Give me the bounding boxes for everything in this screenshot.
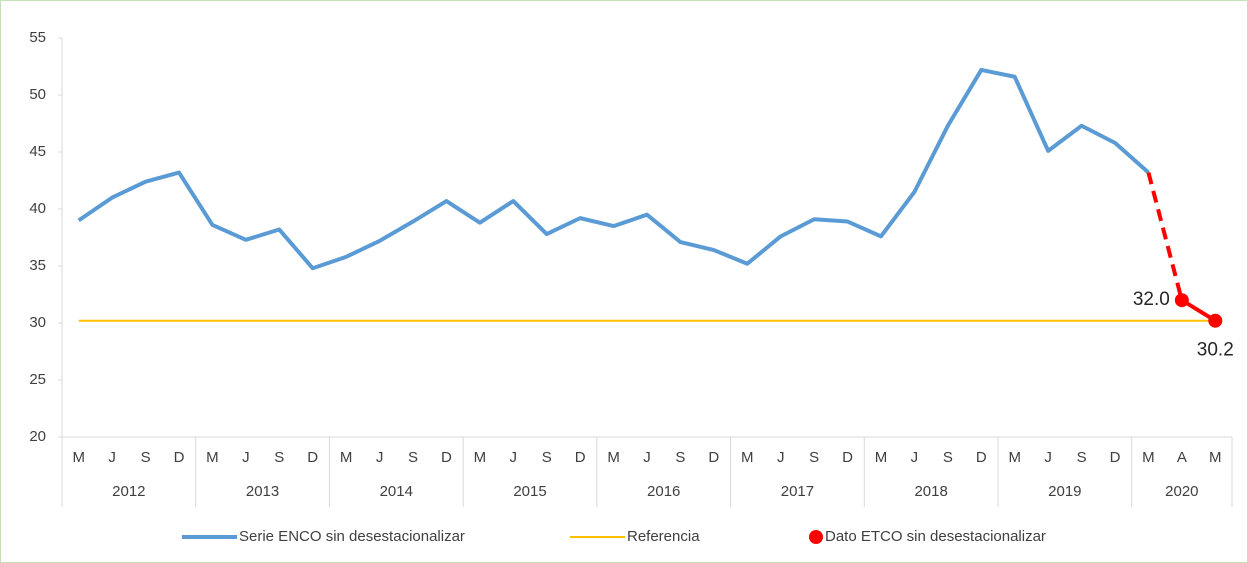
x-tick-label: J: [643, 449, 651, 466]
x-tick-label: M: [741, 449, 754, 466]
x-tick-label: M: [72, 449, 85, 466]
y-tick-label: 55: [29, 29, 46, 46]
legend-label: Referencia: [627, 528, 700, 545]
x-tick-label: S: [1077, 449, 1087, 466]
x-tick-label: S: [141, 449, 151, 466]
x-tick-label: J: [911, 449, 919, 466]
x-tick-label: D: [976, 449, 987, 466]
x-group-label: 2019: [1048, 483, 1081, 500]
x-tick-label: M: [206, 449, 219, 466]
x-group-label: 2015: [513, 483, 546, 500]
x-tick-label: M: [1142, 449, 1155, 466]
x-tick-label: D: [842, 449, 853, 466]
x-tick-label: D: [1110, 449, 1121, 466]
x-group-label: 2014: [380, 483, 413, 500]
x-tick-label: S: [542, 449, 552, 466]
y-tick-label: 50: [29, 86, 46, 103]
legend-label: Dato ETCO sin desestacionalizar: [825, 528, 1046, 545]
legend-label: Serie ENCO sin desestacionalizar: [239, 528, 465, 545]
y-tick-label: 30: [29, 314, 46, 331]
x-tick-label: M: [340, 449, 353, 466]
connector-line: [1146, 172, 1184, 301]
data-point: [1174, 293, 1189, 308]
x-tick-label: J: [1044, 449, 1052, 466]
x-tick-label: D: [174, 449, 185, 466]
x-tick-label: J: [777, 449, 785, 466]
x-tick-label: S: [274, 449, 284, 466]
y-tick-label: 40: [29, 200, 46, 217]
y-tick-label: 20: [29, 428, 46, 445]
x-tick-label: S: [809, 449, 819, 466]
data-label: 30.2: [1197, 340, 1234, 361]
x-tick-label: M: [1209, 449, 1222, 466]
legend-marker: [809, 530, 823, 544]
x-tick-label: S: [408, 449, 418, 466]
x-tick-label: S: [675, 449, 685, 466]
y-tick-label: 35: [29, 257, 46, 274]
x-tick-label: D: [441, 449, 452, 466]
x-group-label: 2018: [914, 483, 947, 500]
x-tick-label: M: [607, 449, 620, 466]
x-group-label: 2013: [246, 483, 279, 500]
x-tick-label: J: [376, 449, 384, 466]
x-tick-label: J: [108, 449, 116, 466]
x-tick-label: S: [943, 449, 953, 466]
x-group-label: 2016: [647, 483, 680, 500]
x-tick-label: M: [474, 449, 487, 466]
x-tick-label: D: [575, 449, 586, 466]
x-tick-label: D: [307, 449, 318, 466]
y-tick-label: 25: [29, 371, 46, 388]
x-group-label: 2017: [781, 483, 814, 500]
series-line: [77, 67, 1150, 271]
data-label: 32.0: [1133, 289, 1170, 310]
x-group-label: 2020: [1165, 483, 1198, 500]
x-group-label: 2012: [112, 483, 145, 500]
x-tick-label: A: [1177, 449, 1187, 466]
x-tick-label: M: [1008, 449, 1021, 466]
x-tick-label: J: [242, 449, 250, 466]
x-tick-label: M: [875, 449, 888, 466]
x-tick-label: D: [708, 449, 719, 466]
data-point: [1208, 313, 1223, 328]
y-tick-label: 45: [29, 143, 46, 160]
x-tick-label: J: [510, 449, 518, 466]
